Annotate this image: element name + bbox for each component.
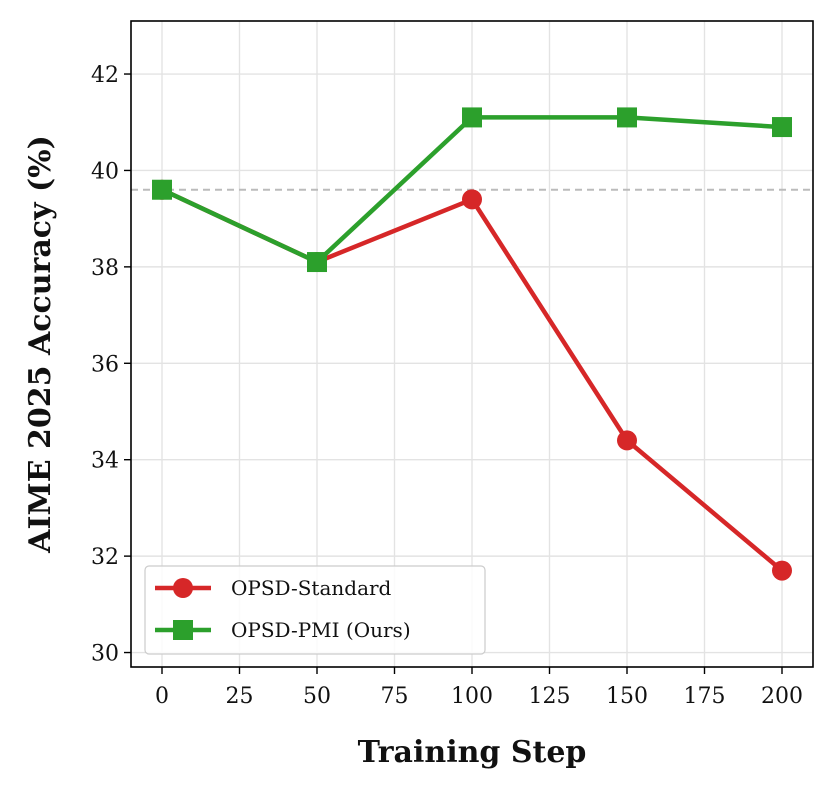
data-point	[617, 430, 637, 451]
legend: OPSD-Standard OPSD-PMI (Ours)	[144, 565, 486, 655]
x-tick-label: 150	[606, 684, 648, 709]
legend-swatch-marker	[173, 620, 193, 640]
data-point	[772, 560, 792, 581]
legend-label: OPSD-Standard	[231, 576, 392, 600]
data-point	[772, 117, 792, 138]
y-tick-label: 30	[91, 642, 119, 667]
data-point	[307, 252, 327, 273]
y-axis-title: AIME 2025 Accuracy (%)	[23, 135, 58, 554]
data-point	[462, 189, 482, 210]
y-tick-label: 42	[91, 63, 119, 88]
y-tick-label: 38	[91, 256, 119, 281]
legend-entry: OPSD-PMI (Ours)	[155, 618, 411, 642]
x-axis-title: Training Step	[358, 735, 587, 770]
x-tick-label: 75	[381, 684, 409, 709]
x-tick-label: 200	[761, 684, 803, 709]
data-point	[152, 179, 172, 200]
legend-swatch-marker	[173, 578, 193, 598]
data-point	[617, 107, 637, 128]
legend-entry: OPSD-Standard	[155, 576, 392, 600]
x-tick-label: 125	[529, 684, 571, 709]
y-tick-label: 34	[91, 449, 119, 474]
ticks: 0 25 50 75 100 125 150 175 200 30 32 34 36 38 40 42	[91, 63, 803, 709]
series-layer	[152, 107, 792, 581]
y-tick-label: 32	[91, 545, 119, 570]
y-tick-label: 40	[91, 159, 119, 184]
legend-label: OPSD-PMI (Ours)	[231, 618, 411, 642]
x-tick-label: 50	[303, 684, 331, 709]
x-tick-label: 0	[155, 684, 169, 709]
grid	[131, 21, 813, 667]
x-tick-label: 175	[684, 684, 726, 709]
series-2	[152, 107, 792, 273]
x-tick-label: 100	[451, 684, 493, 709]
legend-box	[144, 565, 486, 655]
data-point	[462, 107, 482, 128]
x-tick-label: 25	[226, 684, 254, 709]
y-tick-label: 36	[91, 352, 119, 377]
